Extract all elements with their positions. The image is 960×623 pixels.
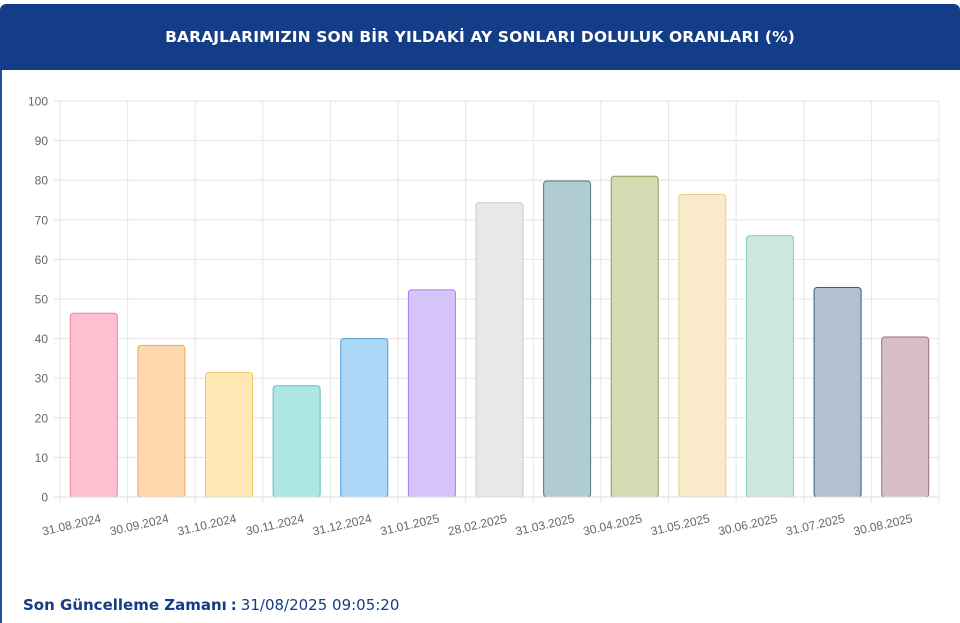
dam-occupancy-card: BARAJLARIMIZIN SON BİR YILDAKİ AY SONLAR…	[0, 4, 960, 623]
chart-title: BARAJLARIMIZIN SON BİR YILDAKİ AY SONLAR…	[165, 28, 795, 46]
x-tick-label: 31.01.2025	[379, 511, 441, 538]
x-tick-label: 30.09.2024	[108, 511, 170, 538]
bar	[610, 175, 659, 498]
bar	[340, 338, 389, 498]
bar	[543, 180, 592, 498]
card-left-border	[0, 70, 2, 623]
last-update-separator: :	[230, 596, 237, 614]
x-tick-label: 30.04.2025	[582, 511, 644, 538]
y-tick-label: 30	[35, 372, 49, 386]
y-tick-label: 70	[35, 213, 49, 227]
bar	[475, 202, 524, 498]
bar	[678, 193, 727, 498]
x-tick-label: 31.03.2025	[514, 511, 576, 538]
x-tick-label: 31.12.2024	[311, 511, 373, 538]
x-tick-label: 31.08.2024	[41, 511, 103, 538]
x-tick-label: 30.08.2025	[852, 511, 914, 538]
x-tick-label: 31.10.2024	[176, 511, 238, 538]
y-tick-label: 90	[35, 134, 49, 148]
bar	[69, 312, 118, 498]
y-tick-label: 10	[35, 451, 49, 465]
last-update-value: 31/08/2025 09:05:20	[240, 596, 400, 614]
x-tick-label: 30.06.2025	[717, 511, 779, 538]
y-tick-label: 0	[41, 491, 48, 505]
bar	[272, 385, 321, 498]
bar-chart: 0 10 20 30 40 50 60 70 80 90 100 31.08.2024 30.09.20…	[28, 95, 940, 538]
y-tick-label: 20	[35, 411, 49, 425]
y-tick-label: 60	[35, 253, 49, 267]
x-tick-label: 31.05.2025	[649, 511, 711, 538]
x-tick-label: 31.07.2025	[785, 511, 847, 538]
card-header: BARAJLARIMIZIN SON BİR YILDAKİ AY SONLAR…	[0, 4, 960, 70]
last-update: Son Güncelleme Zamanı:31/08/2025 09:05:2…	[23, 596, 399, 614]
y-tick-label: 100	[28, 95, 48, 109]
bar	[205, 372, 254, 498]
bar	[407, 289, 456, 498]
x-tick-label: 28.02.2025	[447, 511, 509, 538]
y-tick-label: 80	[35, 174, 49, 188]
x-tick-label: 30.11.2024	[245, 511, 306, 538]
bar	[745, 235, 794, 498]
y-tick-label: 50	[35, 293, 49, 307]
last-update-label: Son Güncelleme Zamanı	[23, 596, 227, 614]
bar	[813, 287, 862, 498]
bar	[881, 336, 930, 498]
bar	[137, 344, 186, 498]
y-tick-label: 40	[35, 332, 49, 346]
